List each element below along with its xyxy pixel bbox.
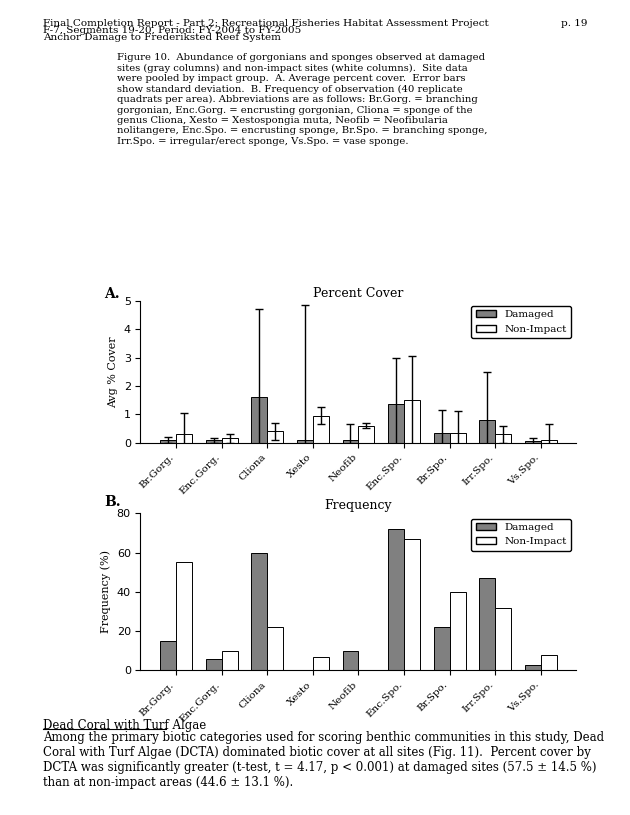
Bar: [433, 433, 450, 443]
Text: Final Completion Report - Part 2: Recreational Fisheries Habitat Assessment Proj: Final Completion Report - Part 2: Recrea…: [43, 19, 489, 28]
Text: Among the primary biotic categories used for scoring benthic communities in this: Among the primary biotic categories used…: [43, 731, 604, 789]
Bar: [313, 657, 329, 671]
Bar: [343, 651, 358, 671]
Bar: [176, 562, 192, 671]
Legend: Damaged, Non-Impact: Damaged, Non-Impact: [471, 306, 571, 338]
Bar: [176, 434, 192, 443]
Bar: [450, 433, 466, 443]
Bar: [206, 659, 222, 671]
Bar: [343, 440, 358, 443]
Bar: [404, 539, 420, 671]
Bar: [495, 434, 511, 443]
Bar: [404, 400, 420, 443]
Text: A.: A.: [104, 287, 120, 301]
Title: Percent Cover: Percent Cover: [313, 287, 404, 300]
Text: B.: B.: [104, 495, 120, 509]
Bar: [479, 578, 495, 671]
Bar: [160, 641, 176, 671]
Bar: [160, 440, 176, 443]
Bar: [541, 440, 557, 443]
Bar: [433, 628, 450, 671]
Legend: Damaged, Non-Impact: Damaged, Non-Impact: [471, 518, 571, 551]
Bar: [388, 529, 404, 671]
Bar: [541, 654, 557, 671]
Bar: [222, 438, 238, 443]
Text: p. 19: p. 19: [561, 19, 587, 28]
Bar: [525, 664, 541, 671]
Bar: [525, 441, 541, 443]
Text: Figure 10.  Abundance of gorgonians and sponges observed at damaged
sites (gray : Figure 10. Abundance of gorgonians and s…: [117, 53, 488, 146]
Bar: [479, 420, 495, 443]
Title: Frequency: Frequency: [324, 499, 392, 512]
Y-axis label: Frequency (%): Frequency (%): [101, 550, 111, 633]
Bar: [251, 397, 267, 443]
Bar: [358, 425, 374, 443]
Bar: [297, 440, 313, 443]
Bar: [388, 404, 404, 443]
Bar: [222, 651, 238, 671]
Bar: [267, 628, 284, 671]
Y-axis label: Avg % Cover: Avg % Cover: [108, 336, 118, 408]
Text: Anchor Damage to Frederiksted Reef System: Anchor Damage to Frederiksted Reef Syste…: [43, 33, 281, 42]
Bar: [267, 431, 284, 443]
Bar: [495, 607, 511, 671]
Text: F-7, Segments 19-20, Period: FY-2004 to FY-2005: F-7, Segments 19-20, Period: FY-2004 to …: [43, 26, 301, 35]
Bar: [313, 416, 329, 443]
Bar: [251, 553, 267, 671]
Bar: [206, 440, 222, 443]
Text: Dead Coral with Turf Algae: Dead Coral with Turf Algae: [43, 719, 206, 732]
Bar: [450, 592, 466, 671]
